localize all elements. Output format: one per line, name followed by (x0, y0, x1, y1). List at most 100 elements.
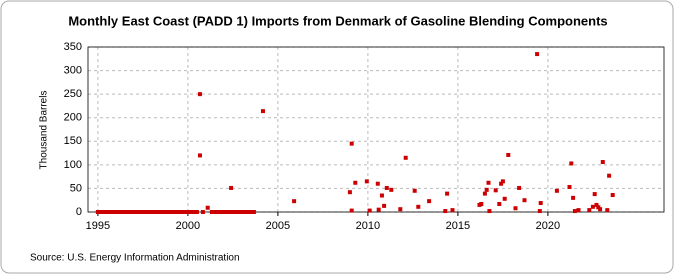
point (179, 210, 184, 214)
point (242, 210, 247, 214)
point (353, 180, 358, 185)
point (176, 210, 181, 214)
point (605, 208, 610, 213)
point (376, 207, 381, 212)
point (384, 185, 389, 190)
point (594, 202, 599, 207)
y-tick-label: 300 (64, 64, 82, 76)
point (209, 210, 214, 214)
point (188, 210, 193, 214)
point (197, 153, 202, 158)
point (347, 190, 352, 195)
point (152, 210, 157, 214)
point (364, 179, 369, 184)
point (379, 193, 384, 198)
point (98, 210, 103, 214)
point (191, 210, 196, 214)
point (149, 210, 154, 214)
point (499, 181, 504, 186)
point (185, 210, 190, 214)
point (610, 193, 615, 198)
x-tick-label: 2000 (176, 220, 200, 232)
point (450, 208, 455, 213)
point (349, 141, 354, 146)
point (194, 210, 199, 214)
x-tick-label: 2010 (356, 220, 380, 232)
point (484, 187, 489, 192)
x-tick-label: 2015 (446, 220, 470, 232)
x-tick-label: 2005 (266, 220, 290, 232)
point (427, 199, 432, 204)
y-axis-label: Thousand Barrels (39, 91, 50, 170)
point (487, 209, 492, 214)
point (233, 210, 238, 214)
point (522, 198, 527, 203)
chart-title: Monthly East Coast (PADD 1) Imports from… (68, 13, 607, 28)
point (375, 181, 380, 186)
point (569, 161, 574, 166)
point (173, 210, 178, 214)
point (215, 210, 220, 214)
point (292, 199, 297, 204)
point (167, 210, 172, 214)
point (212, 210, 217, 214)
point (107, 210, 112, 214)
point (248, 210, 253, 214)
point (260, 109, 265, 114)
point (128, 210, 133, 214)
point (164, 210, 169, 214)
point (576, 208, 581, 213)
point (158, 210, 163, 214)
point (236, 210, 241, 214)
point (513, 206, 518, 211)
point (110, 210, 115, 214)
point (535, 52, 540, 57)
point (398, 207, 403, 212)
point (170, 210, 175, 214)
point (482, 191, 487, 196)
y-tick-label: 50 (70, 182, 82, 194)
point (137, 210, 142, 214)
point (221, 210, 226, 214)
point (143, 210, 148, 214)
x-tick-label: 1995 (86, 220, 110, 232)
point (245, 210, 250, 214)
point (486, 180, 491, 185)
point (95, 210, 100, 214)
point (200, 210, 205, 214)
x-tick-label: 2020 (536, 220, 560, 232)
point (382, 203, 387, 208)
point (502, 196, 507, 201)
y-tick-label: 200 (64, 112, 82, 124)
point (587, 208, 592, 213)
point (500, 179, 505, 184)
point (607, 173, 612, 178)
point (182, 210, 187, 214)
point (445, 191, 450, 196)
point (600, 160, 605, 165)
point (119, 210, 124, 214)
point (251, 210, 256, 214)
point (229, 185, 234, 190)
point (349, 208, 354, 213)
point (412, 188, 417, 193)
point (493, 188, 498, 193)
point (537, 209, 542, 214)
point (155, 210, 160, 214)
point (572, 209, 577, 214)
plot-frame (87, 46, 665, 213)
point (161, 210, 166, 214)
point (116, 210, 121, 214)
point (403, 155, 408, 160)
point (416, 204, 421, 209)
y-tick-label: 350 (64, 41, 82, 53)
point (205, 205, 210, 210)
point (554, 188, 559, 193)
point (389, 187, 394, 192)
point (197, 92, 202, 97)
point (122, 210, 127, 214)
point (134, 210, 139, 214)
point (367, 208, 372, 213)
point (230, 210, 235, 214)
